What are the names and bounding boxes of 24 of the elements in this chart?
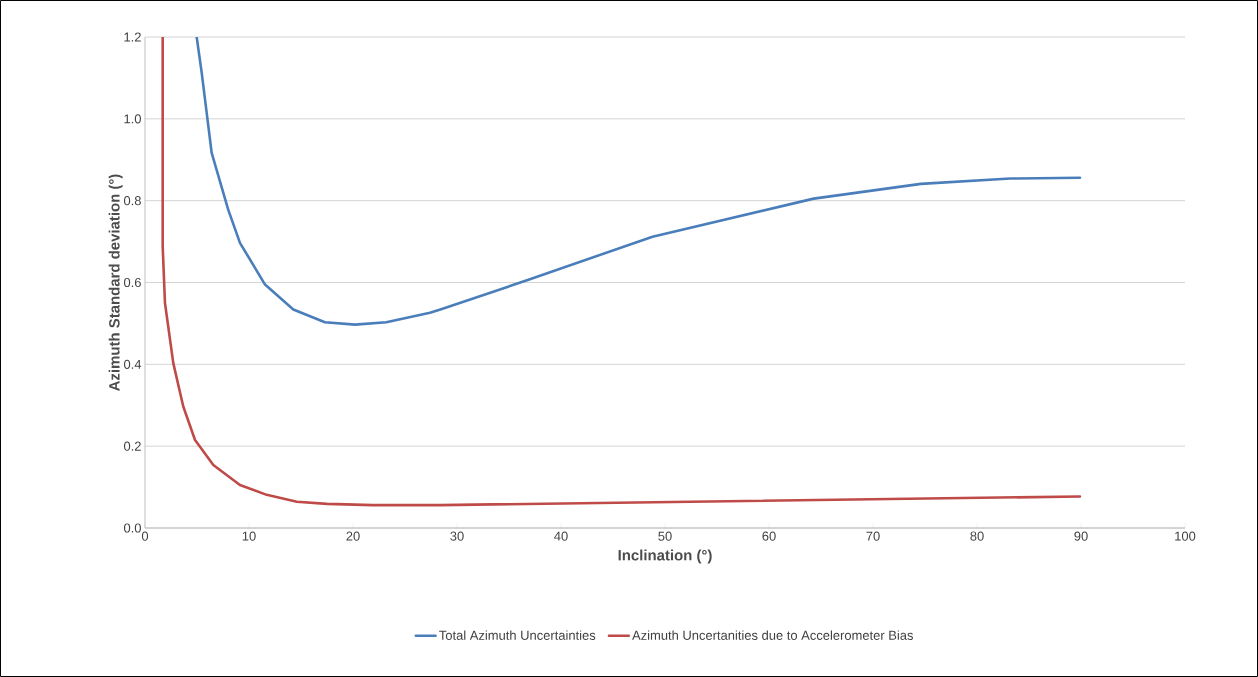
y-tick-label: 1.0 (124, 114, 141, 124)
y-tick-label: 0.4 (123, 359, 142, 369)
y-tick-label: 0.0 (123, 523, 141, 533)
x-tick-label: 50 (658, 531, 672, 541)
x-tick-label: 80 (970, 531, 984, 541)
x-tick-label: 0 (141, 531, 149, 541)
x-tick-label: 30 (450, 531, 464, 541)
y-axis-title: Azimuth Standard deviation (°) (108, 174, 123, 391)
line-series (161, 37, 1082, 507)
x-tick-label: 10 (242, 531, 256, 541)
y-tick-label: 0.2 (123, 441, 141, 451)
x-tick-label: 90 (1074, 531, 1088, 541)
x-tick-label: 20 (346, 531, 360, 541)
legend-label: Total Azimuth Uncertainties (439, 630, 596, 640)
y-tick-label: 0.6 (123, 277, 141, 288)
x-axis-title: Inclination (°) (618, 549, 712, 564)
x-tick-label: 60 (762, 531, 776, 541)
legend-label: Azimuth Uncertanities due to Accelerometer Bias (632, 630, 913, 640)
x-tick-label: 40 (554, 531, 568, 541)
line-series (195, 37, 1082, 326)
x-tick-label: 70 (866, 531, 880, 541)
x-tick-label: 100 (1175, 531, 1196, 541)
y-tick-label: 1.2 (124, 32, 141, 42)
y-tick-label: 0.8 (123, 196, 141, 206)
